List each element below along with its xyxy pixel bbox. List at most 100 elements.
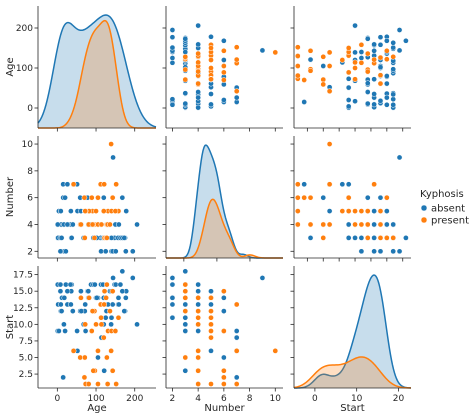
scatter-point-absent-10 [345, 97, 352, 103]
x-tick-label-2: 2 [170, 394, 176, 404]
scatter-point-absent-12 [233, 94, 240, 101]
scatter-point-absent-23 [371, 208, 377, 214]
x-tick-label-10: 10 [270, 394, 282, 404]
scatter-point-absent-70 [169, 281, 176, 288]
y-tick-label-2: 2 [27, 247, 33, 257]
scatter-point-absent-17 [345, 84, 352, 91]
scatter-point-absent-37 [339, 181, 346, 188]
scatter-point-present-20 [98, 314, 104, 321]
scatter-point-absent-66 [259, 47, 266, 54]
scatter-point-absent-32 [92, 281, 98, 288]
x-tick-label-100: 100 [87, 394, 104, 404]
y-tick-label-7-5: 7.5 [19, 337, 33, 347]
scatter-point-present-24 [358, 41, 365, 48]
y-tick-label-10: 10 [22, 140, 34, 150]
scatter-point-present-31 [182, 53, 189, 60]
scatter-point-present-9 [307, 194, 314, 201]
scatter-point-present-28 [221, 69, 227, 76]
scatter-point-present-21 [103, 294, 109, 301]
scatter-point-present-16 [195, 381, 201, 387]
scatter-point-present-31 [104, 235, 110, 241]
scatter-point-absent-48 [169, 314, 176, 321]
scatter-point-absent-17 [233, 328, 240, 334]
scatter-point-present-20 [358, 59, 365, 66]
scatter-point-absent-4 [371, 101, 377, 108]
panel-age-vs-start [290, 6, 411, 132]
scatter-point-absent-62 [134, 321, 140, 328]
scatter-point-absent-59 [169, 294, 176, 301]
scatter-point-present-36 [364, 221, 371, 228]
scatter-point-absent-66 [110, 275, 116, 281]
scatter-point-absent-74 [182, 100, 189, 107]
scatter-point-present-19 [208, 65, 214, 71]
panel-number-vs-start [290, 136, 411, 262]
panel-start-vs-age: 0 100 200 2.5 5.0 7.5 10.0 12.5 15.0 17.5 Age Start [5, 266, 156, 414]
x-tick-label-6: 6 [221, 394, 227, 404]
scatter-point-present-35 [221, 47, 227, 54]
kde-line-absent-start [293, 274, 412, 389]
scatter-point-present-30 [377, 80, 384, 87]
scatter-point-present-25 [233, 44, 240, 51]
scatter-point-absent-66 [110, 154, 116, 161]
scatter-point-present-13 [100, 334, 107, 341]
scatter-point-absent-52 [390, 44, 397, 51]
scatter-point-present-13 [208, 57, 214, 63]
scatter-point-present-2 [95, 194, 101, 201]
scatter-point-present-19 [93, 321, 99, 328]
scatter-point-absent-59 [122, 248, 129, 255]
scatter-point-present-0 [320, 235, 327, 241]
scatter-point-absent-71 [182, 49, 189, 55]
scatter-point-present-17 [90, 367, 97, 374]
scatter-point-absent-15 [68, 235, 75, 241]
scatter-point-absent-74 [364, 100, 371, 107]
scatter-point-absent-79 [377, 64, 384, 71]
scatter-point-absent-60 [208, 288, 214, 295]
scatter-point-present-19 [93, 208, 99, 214]
scatter-point-absent-60 [208, 33, 214, 40]
scatter-point-present-22 [91, 235, 98, 241]
scatter-point-absent-8 [301, 181, 308, 188]
scatter-point-present-19 [352, 65, 358, 71]
panel-number-vs-age: 2 4 6 8 10 Number [5, 136, 156, 262]
y-tick-label-12-5: 12.5 [13, 304, 33, 314]
scatter-point-absent-64 [377, 194, 384, 201]
scatter-point-absent-53 [182, 301, 189, 308]
scatter-point-absent-74 [58, 235, 65, 241]
scatter-point-absent-52 [169, 44, 176, 51]
scatter-point-present-7 [377, 72, 384, 79]
scatter-point-absent-59 [377, 248, 384, 255]
scatter-point-absent-65 [121, 308, 128, 314]
kde-line-absent-age [37, 14, 157, 128]
kde-area-absent-number [166, 145, 283, 258]
scatter-point-present-3 [326, 49, 333, 56]
scatter-point-present-35 [383, 194, 390, 201]
scatter-point-present-0 [182, 76, 189, 83]
scatter-point-absent-76 [195, 281, 201, 288]
scatter-point-absent-13 [371, 91, 377, 97]
scatter-point-present-10 [208, 381, 214, 387]
scatter-point-absent-59 [377, 34, 384, 41]
scatter-point-absent-23 [371, 76, 377, 83]
scatter-point-present-36 [195, 68, 201, 75]
scatter-point-absent-20 [383, 80, 390, 87]
scatter-point-present-22 [182, 66, 189, 73]
scatter-point-absent-71 [358, 235, 365, 241]
scatter-point-absent-60 [383, 208, 390, 214]
scatter-point-absent-54 [377, 41, 384, 48]
scatter-point-absent-0 [345, 235, 352, 241]
scatter-point-absent-78 [364, 89, 371, 95]
scatter-point-present-23 [221, 77, 227, 83]
scatter-point-absent-61 [396, 27, 403, 33]
scatter-point-absent-66 [396, 47, 403, 54]
scatter-point-present-27 [195, 348, 201, 354]
scatter-point-absent-63 [78, 308, 85, 314]
scatter-point-absent-13 [68, 208, 74, 214]
scatter-point-absent-74 [58, 308, 65, 314]
scatter-point-present-34 [101, 301, 108, 308]
scatter-point-present-2 [294, 194, 301, 201]
scatter-point-present-31 [390, 53, 397, 60]
scatter-point-present-2 [221, 381, 227, 387]
scatter-point-absent-13 [68, 301, 74, 308]
scatter-point-absent-67 [54, 221, 61, 228]
scatter-point-absent-68 [221, 37, 227, 44]
